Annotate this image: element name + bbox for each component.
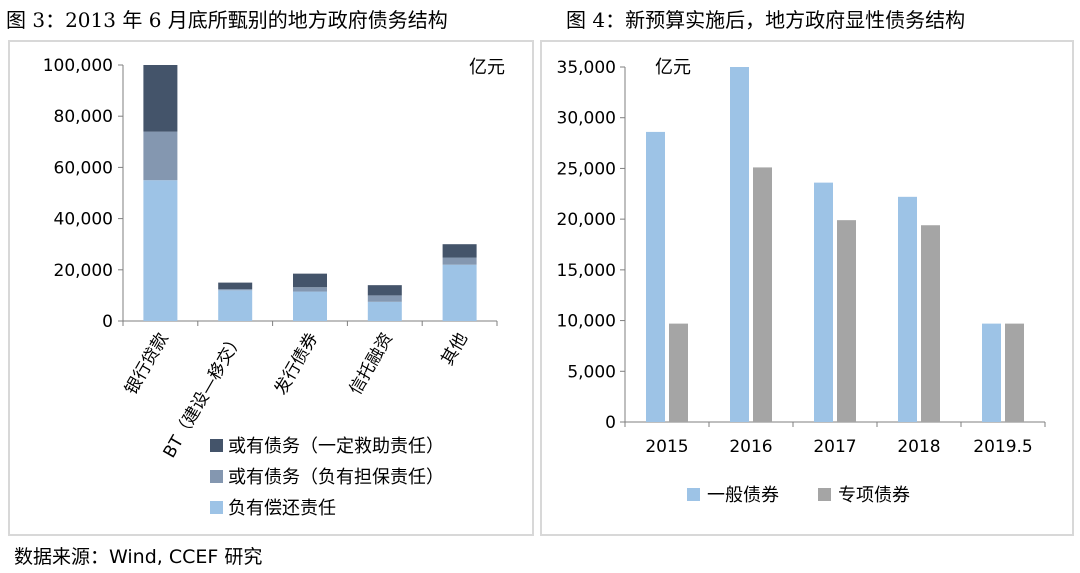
x-category-label-group: 银行贷款 <box>121 330 172 399</box>
stacked-bar-segment <box>218 290 253 321</box>
grouped-bar <box>837 220 856 422</box>
unit-label: 亿元 <box>469 57 505 78</box>
legend-label: 或有债务（负有担保责任） <box>228 467 444 488</box>
grouped-bar <box>982 323 1001 422</box>
stacked-bar-segment <box>143 65 178 132</box>
legend-label: 一般债券 <box>707 485 779 506</box>
x-category-label: 发行债券 <box>271 330 322 399</box>
stacked-bar-segment <box>367 301 402 321</box>
x-category-label: 2019.5 <box>973 437 1032 457</box>
stacked-bar-segment <box>442 244 477 258</box>
grouped-bar <box>730 67 749 422</box>
stacked-bar-segment <box>442 257 477 265</box>
y-tick-label: 10,000 <box>557 312 616 332</box>
grouped-bar <box>921 225 940 422</box>
y-tick-label: 40,000 <box>54 210 113 230</box>
y-tick-label: 100,000 <box>43 56 113 76</box>
y-tick-label: 30,000 <box>557 109 616 129</box>
right-chart-panel: 0 5,000 10,000 15,000 20,000 25,000 30,000 35,0… <box>540 40 1074 536</box>
y-tick-label: 0 <box>102 312 113 332</box>
legend-swatch <box>687 488 700 501</box>
right-figure-title: 图 4：新预算实施后，地方政府显性债务结构 <box>566 8 966 32</box>
x-category-label: 2017 <box>813 437 856 457</box>
legend-swatch <box>210 501 223 514</box>
left-figure-title: 图 3：2013 年 6 月底所甄别的地方政府债务结构 <box>6 8 448 32</box>
y-tick-label: 20,000 <box>54 261 113 281</box>
data-source-note: 数据来源：Wind, CCEF 研究 <box>14 546 263 568</box>
stacked-bar-segment <box>218 282 253 289</box>
x-category-label: 2015 <box>645 437 688 457</box>
grouped-bar <box>753 167 772 422</box>
stacked-bar-segment <box>367 295 402 302</box>
grouped-bar <box>646 131 665 422</box>
stacked-bar-segment <box>143 180 178 321</box>
legend-label: 或有债务（一定救助责任） <box>228 436 444 457</box>
stacked-bar-segment <box>293 273 327 288</box>
y-tick-label: 60,000 <box>54 158 113 178</box>
stacked-bar-segment <box>143 131 178 181</box>
x-category-label: 2016 <box>729 437 772 457</box>
x-category-label: 信托融资 <box>346 330 397 399</box>
unit-label: 亿元 <box>655 57 691 78</box>
grouped-bar <box>669 323 688 422</box>
stacked-bar-segment <box>293 287 327 292</box>
legend-label: 负有偿还责任 <box>228 498 336 519</box>
stacked-bar-segment <box>442 264 477 321</box>
legend-swatch <box>210 470 223 483</box>
grouped-bar <box>898 196 917 422</box>
right-chart-svg: 0 5,000 10,000 15,000 20,000 25,000 30,000 35,0… <box>557 57 1046 506</box>
y-tick-label: 15,000 <box>557 261 616 281</box>
grouped-bar <box>814 182 833 422</box>
left-chart-panel: 0 20,000 40,000 60,000 80,000 100,000 亿元 银行贷款 BT… <box>8 40 534 536</box>
legend-swatch <box>210 439 223 452</box>
legend-label: 专项债券 <box>838 485 910 506</box>
stacked-bar-segment <box>293 291 327 321</box>
y-tick-label: 5,000 <box>567 362 616 382</box>
x-category-label: 2018 <box>897 437 940 457</box>
x-category-label: 其他 <box>438 330 472 369</box>
legend-swatch <box>818 488 831 501</box>
x-category-label-group: 其他 <box>438 330 472 369</box>
y-tick-label: 35,000 <box>557 58 616 78</box>
y-tick-label: 20,000 <box>557 210 616 230</box>
x-category-label-group: 信托融资 <box>346 330 397 399</box>
y-tick-label: 80,000 <box>54 107 113 127</box>
y-tick-label: 0 <box>605 413 616 433</box>
grouped-bar <box>1005 323 1024 422</box>
x-category-label-group: 发行债券 <box>271 330 322 399</box>
stacked-bar-segment <box>218 289 253 291</box>
stacked-bar-segment <box>367 285 402 296</box>
x-category-label: 银行贷款 <box>121 330 172 399</box>
y-tick-label: 25,000 <box>557 159 616 179</box>
